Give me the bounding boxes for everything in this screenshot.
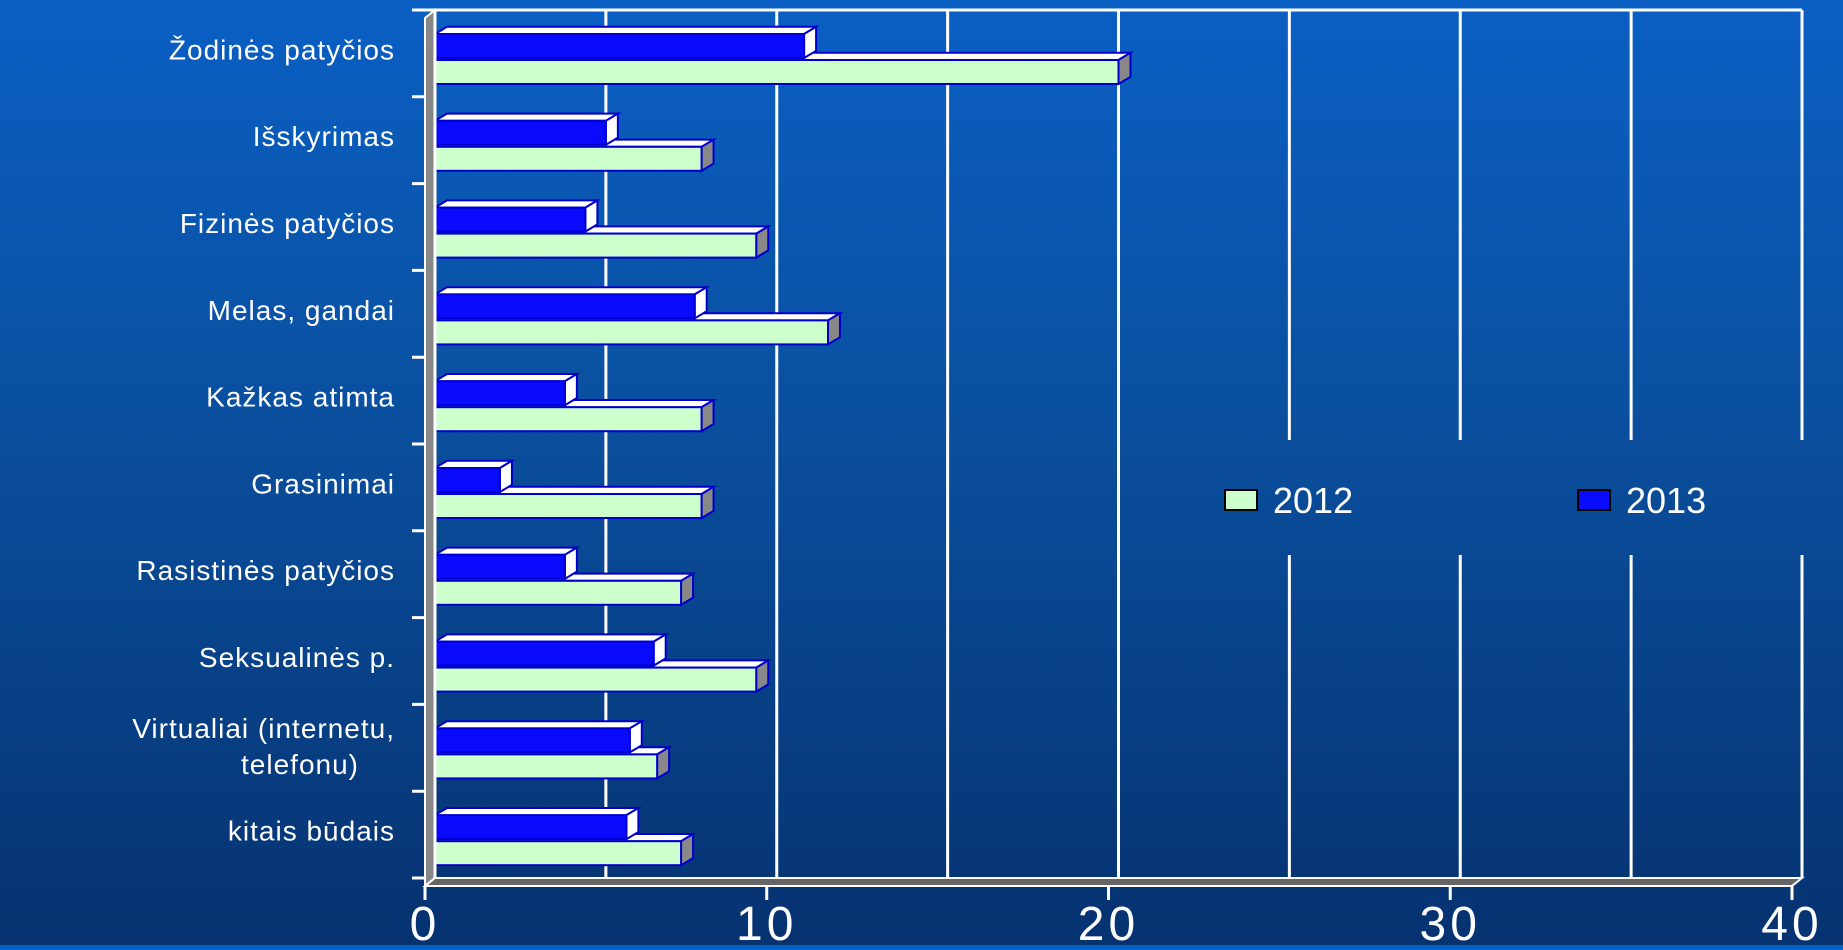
category-label: Melas, gandai — [208, 295, 395, 326]
bar-2013 — [431, 25, 820, 60]
bar-2012-front — [434, 493, 703, 519]
category-label: Išskyrimas — [253, 121, 395, 152]
category-label: Kažkas atimta — [206, 382, 395, 413]
axes — [412, 7, 1805, 889]
bar-2012-front — [434, 319, 830, 346]
bar-2012-front — [434, 59, 1120, 85]
bar-2013-top — [431, 807, 642, 817]
x-tick-label: 0 — [410, 898, 441, 945]
x-tick-label: 30 — [1420, 898, 1481, 945]
category-label: kitais būdais — [228, 816, 395, 847]
bar-2013-front — [434, 640, 655, 667]
category-label: Seksualinės p. — [199, 642, 395, 673]
bar-2013-top — [431, 633, 670, 643]
bar-2013 — [431, 285, 711, 321]
category-label: Rasistinės patyčios — [136, 555, 395, 586]
bar-2012-front — [434, 232, 758, 259]
bar-2013-front — [434, 380, 566, 407]
legend-item: 2012 — [1224, 480, 1353, 521]
legend-label: 2013 — [1626, 480, 1706, 521]
bar-2013 — [431, 806, 642, 841]
bar-2013-front — [434, 33, 806, 59]
category-label-line: Virtualiai (internetu, — [132, 713, 395, 744]
legend-swatch — [1224, 489, 1258, 511]
bar-2013-front — [434, 119, 607, 146]
legend: 2012 2013 — [1224, 480, 1706, 521]
bar-2013 — [431, 111, 622, 147]
bar-2013-top — [431, 720, 646, 730]
x-tick-label: 40 — [1761, 898, 1822, 945]
bar-2013 — [431, 632, 670, 668]
bar-2013-front — [434, 206, 587, 233]
bar-2012-front — [434, 840, 683, 867]
bar-2013-top — [431, 373, 581, 383]
x-axis-floor — [422, 877, 1805, 887]
gridlines — [435, 8, 1804, 878]
category-labels: Žodinės patyčios Išskyrimas Fizinės patyči… — [132, 34, 395, 847]
category-label: Fizinės patyčios — [180, 208, 395, 239]
x-tick-label: 10 — [736, 898, 797, 945]
bar-2013-front — [434, 727, 631, 754]
bar-2013-front — [434, 293, 696, 320]
bar-2013 — [431, 459, 516, 494]
bar-2013-top — [431, 199, 601, 209]
x-tick-labels: 0 10 20 30 40 — [410, 886, 1822, 950]
category-label: Virtualiai (internetu, telefonu) — [132, 713, 395, 780]
bar-2013-front — [434, 814, 628, 841]
legend-label: 2012 — [1273, 480, 1353, 521]
bar-2013-top — [431, 112, 622, 122]
x-tick-label: 20 — [1078, 898, 1139, 945]
bar-2013 — [431, 545, 581, 581]
bar-2013-top — [431, 25, 820, 35]
bar-2012-front — [434, 666, 758, 693]
legend-swatch — [1577, 489, 1611, 511]
category-label: Grasinimai — [251, 468, 395, 499]
bar-2013-top — [431, 546, 581, 556]
category-label-line: telefonu) — [241, 749, 359, 780]
bar-2012 — [431, 485, 718, 520]
bar-2013-front — [434, 467, 501, 493]
bar-2012-front — [434, 406, 703, 433]
bar-series — [431, 25, 1135, 867]
bar-2013 — [431, 372, 581, 407]
bar-2012-front — [434, 753, 659, 780]
bar-2012-front — [434, 145, 703, 172]
legend-item: 2013 — [1577, 480, 1706, 521]
bar-2013 — [431, 198, 601, 234]
category-label: Žodinės patyčios — [169, 34, 395, 65]
bar-2013-front — [434, 553, 566, 580]
bar-2013-top — [431, 286, 711, 296]
bar-2013 — [431, 719, 646, 755]
bar-2012-front — [434, 579, 683, 606]
